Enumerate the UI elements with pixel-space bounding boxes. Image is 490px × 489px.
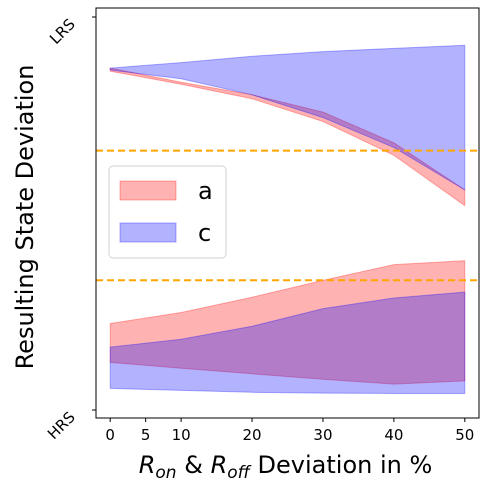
x-tick-label: 10 xyxy=(172,426,191,444)
band-c-lrs xyxy=(109,44,466,191)
reference-lines xyxy=(96,149,479,282)
plot-frame xyxy=(95,7,480,419)
bands-layer xyxy=(109,44,466,394)
band-c-hrs xyxy=(109,291,466,394)
x-tick-label: 5 xyxy=(141,426,151,444)
x-tick-label: 30 xyxy=(313,426,332,444)
y-tick-label: LRS xyxy=(46,15,79,48)
x-axis-ticks: 0 5 10 20 30 40 50 xyxy=(105,418,474,444)
x-tick-label: 50 xyxy=(455,426,474,444)
y-axis-ticks: HRS LRS xyxy=(44,15,96,443)
x-axis-title-part: Deviation in % xyxy=(250,451,432,479)
x-tick-label: 0 xyxy=(105,426,115,444)
legend-swatch-c xyxy=(119,222,177,243)
y-axis-title: Resulting State Deviation xyxy=(11,65,39,370)
band-a-lrs xyxy=(109,67,466,207)
x-axis-title: Ron & Roff Deviation in % xyxy=(139,451,433,483)
x-tick-label: 20 xyxy=(242,426,261,444)
x-axis-title-part: R xyxy=(139,451,156,479)
legend: ac xyxy=(108,165,227,259)
legend-swatch-a xyxy=(119,180,177,201)
legend-label-a: a xyxy=(198,177,213,205)
x-axis-title-part: off xyxy=(227,463,251,483)
x-tick-label: 40 xyxy=(384,426,403,444)
x-axis-title-part: & xyxy=(177,451,211,479)
x-axis-title-part: on xyxy=(155,463,176,483)
x-axis-title-part: R xyxy=(211,451,228,479)
legend-label-c: c xyxy=(198,219,211,247)
legend-box xyxy=(108,165,227,259)
y-tick-label: HRS xyxy=(44,408,79,443)
band-a-hrs xyxy=(109,260,466,385)
